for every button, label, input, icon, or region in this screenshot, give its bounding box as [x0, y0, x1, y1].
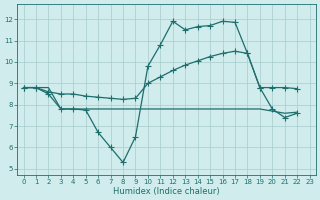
- X-axis label: Humidex (Indice chaleur): Humidex (Indice chaleur): [113, 187, 220, 196]
